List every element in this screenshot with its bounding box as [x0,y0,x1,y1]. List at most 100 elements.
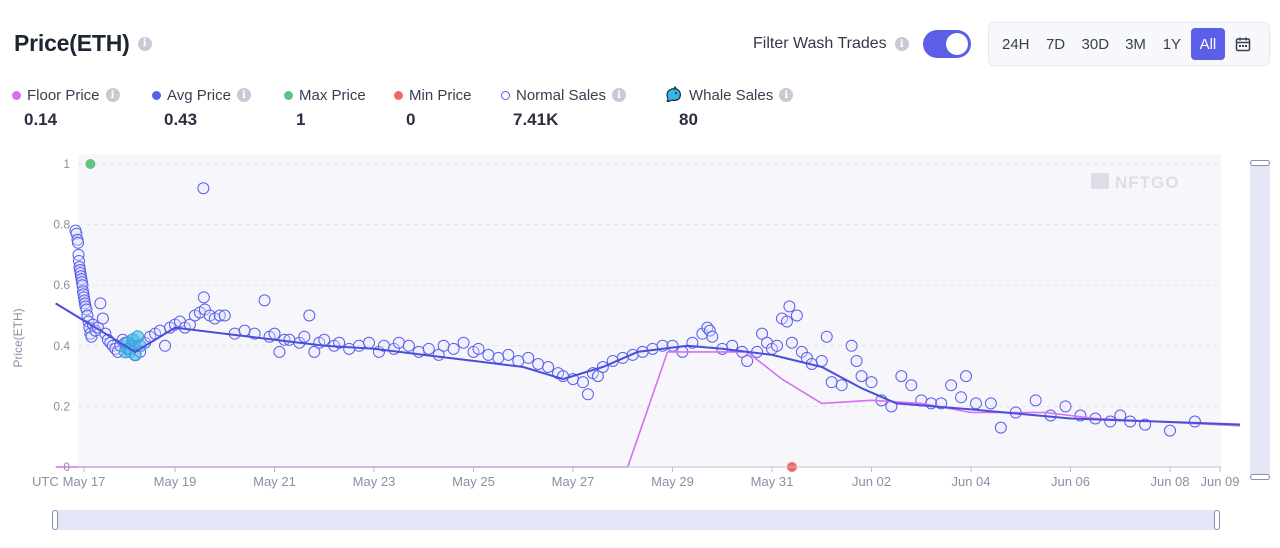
normal-sale-point [785,336,798,349]
info-icon[interactable]: i [105,88,120,102]
y-axis-ticks: 00.20.40.60.81 [53,157,70,474]
normal-sale-point [994,421,1007,434]
y-tick-label: 0.8 [53,218,70,232]
normal-sale-point [197,291,210,304]
normal-sale-point [283,333,296,346]
legend-min-price[interactable]: Min Price 0 [394,84,472,130]
filter-wash-trades-toggle[interactable] [922,30,971,58]
normal-sale-point [815,354,828,367]
normal-sale-point [81,309,94,322]
range-button-24h[interactable]: 24H [1002,35,1030,53]
max-price-dot [284,90,293,100]
normal-sale-point [845,339,858,352]
normal-sale-point [422,342,435,355]
normal-sale-point [353,339,366,352]
vertical-zoom-slider[interactable] [1250,160,1270,480]
normal-sale-point [790,309,803,322]
normal-sale-point [96,312,109,325]
h-slider-left-handle[interactable] [52,510,58,530]
normal-sale-point [741,354,754,367]
normal-sale-point [969,397,982,410]
v-slider-top-handle[interactable] [1250,160,1270,166]
legend-max-price[interactable]: Max Price 1 [284,84,366,130]
normal-sale-point [850,354,863,367]
normal-sale-point [70,227,83,240]
normal-sale-point [213,309,226,322]
normal-sale-point [502,348,515,361]
horizontal-zoom-slider[interactable] [52,510,1220,530]
h-slider-right-handle[interactable] [1214,510,1220,530]
normal-sale-point [706,330,719,343]
range-button-all[interactable]: All [1190,28,1225,60]
normal-sale-point [298,330,311,343]
range-button-30d[interactable]: 30D [1081,35,1110,53]
normal-sale-point [218,309,231,322]
range-button-3m[interactable]: 3M [1125,35,1146,53]
legend-value: 80 [679,110,698,129]
x-tick-label: Jun 02 [852,474,891,489]
chart-title: Price(ETH) i [14,30,152,57]
normal-sale-point [343,342,356,355]
x-axis-ticks: UTC May 17 May 19 May 21 May 23 May 25 May 27 M… [32,467,1240,489]
legend-label: Max Price [299,86,366,104]
normal-sale-point [522,351,535,364]
normal-sale-point [402,339,415,352]
legend-floor-price[interactable]: Floor Price i 0.14 [12,84,120,130]
normal-sale-point [392,336,405,349]
info-icon[interactable]: i [137,36,152,51]
x-tick-label: May 23 [353,474,396,489]
info-icon[interactable]: i [779,88,794,102]
legend-label: Whale Sales [689,86,774,104]
normal-sale-point [94,297,107,310]
normal-sale-point [905,379,918,392]
normal-sale-point [783,300,796,313]
normal-sale-point [159,339,172,352]
x-tick-label: May 21 [253,474,296,489]
info-icon[interactable]: i [894,37,909,51]
y-tick-label: 0.4 [53,339,70,353]
normal-sale-point [472,342,485,355]
legend-value: 0.43 [164,110,198,129]
normal-sale-point [76,279,89,292]
calendar-icon[interactable] [1227,28,1259,60]
info-icon[interactable]: i [236,88,251,102]
normal-sale-point [666,339,679,352]
price-chart[interactable]: 00.20.40.60.81 UTC May 17 May 19 May 21 May … [0,140,1240,500]
normal-sale-point [756,327,769,340]
normal-sale-point [703,324,716,337]
legend-whale-sales[interactable]: Whale Sales i 80 [665,84,794,130]
page-title: Price(ETH) [14,30,130,56]
info-icon[interactable]: i [612,88,627,102]
normal-sale-point [1164,424,1176,437]
normal-sale-point [363,336,376,349]
chart-legend: Floor Price i 0.14 Avg Price i 0.43 Max Pr… [0,84,1280,134]
normal-sale-point [268,327,281,340]
normal-sale-point [72,254,85,267]
normal-sale-point [532,357,545,370]
normal-sale-point [855,370,868,383]
x-tick-label: Jun 04 [951,474,990,489]
normal-sale-point [71,236,84,249]
normal-sale-point [303,309,316,322]
x-tick-label: May 27 [552,474,595,489]
legend-normal-sales[interactable]: Normal Sales i 7.41K [501,84,627,130]
legend-label: Floor Price [27,86,100,104]
normal-sale-point [447,342,460,355]
x-tick-label: Jun 08 [1150,474,1189,489]
v-slider-bottom-handle[interactable] [1250,474,1270,480]
y-tick-label: 1 [63,157,70,171]
x-tick-label: May 31 [751,474,794,489]
max-price-point [85,159,96,169]
normal-sale-point [492,351,505,364]
range-button-1y[interactable]: 1Y [1162,35,1182,53]
normal-sale-point [1029,394,1042,407]
legend-label: Min Price [409,86,472,104]
normal-sale-point [273,345,286,358]
range-button-7d[interactable]: 7D [1045,35,1066,53]
normal-sale-point [72,248,85,261]
normal-sale-point [512,354,525,367]
legend-avg-price[interactable]: Avg Price i 0.43 [152,84,251,130]
normal-sale-point [1104,415,1117,428]
normal-sale-point [865,376,878,389]
x-tick-label: May 25 [452,474,495,489]
